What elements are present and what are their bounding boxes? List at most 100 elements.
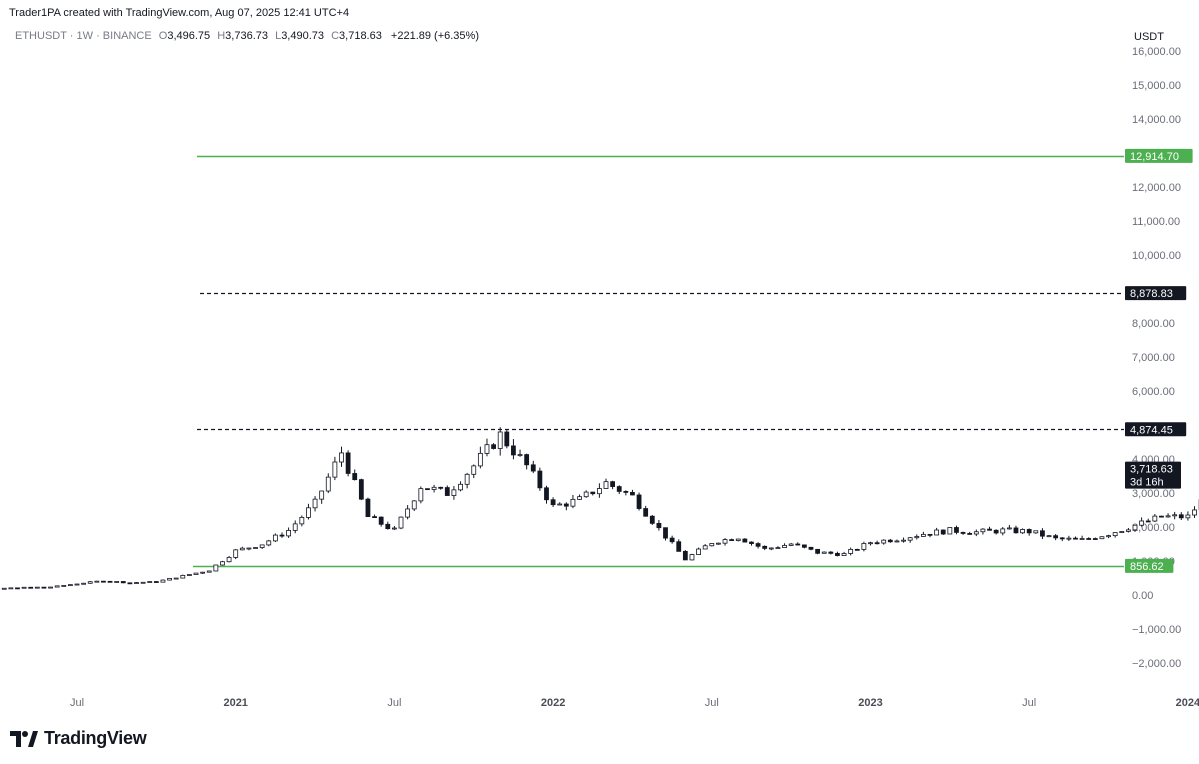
candle-body bbox=[987, 528, 992, 531]
candle-body bbox=[1, 587, 7, 590]
candle-body bbox=[1172, 514, 1178, 517]
y-tick-label: −1,000.00 bbox=[1132, 624, 1181, 636]
candle-body bbox=[874, 542, 880, 545]
x-axis[interactable]: Jul2021Jul2022Jul2023Jul2024Jul2025Jul20… bbox=[70, 697, 1199, 709]
y-axis[interactable]: 16,000.00 15,000.00 14,000.00 12,000.00 11,0… bbox=[1132, 46, 1181, 670]
candle-body bbox=[239, 547, 245, 551]
candle-body bbox=[1178, 514, 1184, 519]
candle-body bbox=[702, 545, 708, 550]
candle-body bbox=[868, 542, 873, 545]
candle-body bbox=[101, 580, 106, 583]
candle-body bbox=[279, 534, 285, 537]
candle-body bbox=[266, 540, 272, 546]
candle-body bbox=[391, 527, 397, 530]
candle-body bbox=[716, 542, 721, 545]
candle-body bbox=[947, 527, 953, 535]
candle-body bbox=[960, 532, 966, 534]
candle-body bbox=[253, 547, 258, 549]
candle-body bbox=[213, 564, 219, 572]
y-tick-label: 11,000.00 bbox=[1132, 216, 1180, 228]
candle-body bbox=[246, 547, 252, 550]
candle-body bbox=[801, 544, 807, 548]
price-level-badge bbox=[1125, 422, 1187, 437]
high-key: H bbox=[217, 30, 226, 42]
candle-body bbox=[828, 551, 834, 554]
candle-body bbox=[583, 491, 589, 498]
candle-body bbox=[484, 444, 490, 454]
candle-body bbox=[405, 508, 411, 518]
candle-body bbox=[153, 581, 159, 583]
tradingview-brand[interactable]: TradingView bbox=[10, 728, 147, 749]
candle-body bbox=[927, 533, 933, 536]
y-tick-label: 12,000.00 bbox=[1132, 182, 1181, 194]
candle-body bbox=[107, 580, 113, 583]
price-labels: 12,914.708,878.834,874.45856.623,718.633… bbox=[1125, 148, 1193, 573]
y-tick-label: 0.00 bbox=[1132, 590, 1153, 602]
candle-body bbox=[1013, 527, 1019, 534]
candle-body bbox=[200, 571, 206, 574]
ohlc-legend: ETHUSDT · 1W · BINANCE O3,496.75 H3,736.… bbox=[15, 30, 479, 42]
candle-body bbox=[1020, 529, 1025, 534]
open-key: O bbox=[158, 30, 168, 42]
candle-body bbox=[332, 461, 338, 478]
candle-body bbox=[636, 494, 642, 509]
candle-body bbox=[914, 536, 920, 539]
candle-body bbox=[881, 539, 887, 544]
candle-body bbox=[187, 574, 192, 576]
last-price-badge bbox=[1125, 461, 1181, 489]
candle-body bbox=[21, 586, 27, 589]
candle-body bbox=[682, 550, 688, 561]
candle-body bbox=[696, 548, 701, 555]
candle-body bbox=[1046, 535, 1052, 538]
candle-body bbox=[233, 549, 239, 558]
candle-body bbox=[1000, 528, 1006, 534]
candle-body bbox=[762, 545, 768, 549]
candle-body bbox=[570, 498, 576, 507]
currency-unit[interactable]: USDT bbox=[1134, 31, 1164, 43]
candle-body bbox=[15, 587, 20, 590]
candle-body bbox=[339, 452, 344, 463]
candle-body bbox=[722, 539, 728, 544]
candle-body bbox=[530, 464, 536, 472]
candle-body bbox=[1119, 531, 1125, 533]
candle-body bbox=[1033, 530, 1039, 534]
candle-body bbox=[630, 491, 635, 496]
candle-body bbox=[1053, 535, 1059, 539]
low-key: L bbox=[275, 30, 282, 42]
candle-body bbox=[180, 574, 186, 579]
candle-body bbox=[28, 586, 34, 589]
candle-body bbox=[259, 544, 265, 548]
candle-body bbox=[272, 534, 278, 542]
candle-body bbox=[511, 445, 516, 456]
candle-body bbox=[524, 454, 530, 466]
candle-body bbox=[140, 581, 146, 584]
candle-body bbox=[590, 491, 596, 495]
candle-body bbox=[755, 543, 761, 547]
price-chart[interactable]: 16,000.00 15,000.00 14,000.00 12,000.00 11,0… bbox=[0, 0, 1199, 720]
candle-body bbox=[358, 479, 364, 500]
x-tick-label: 2023 bbox=[858, 697, 882, 709]
candle-body bbox=[603, 481, 609, 489]
candle-body bbox=[1192, 509, 1197, 516]
price-levels bbox=[193, 155, 1124, 568]
x-tick-label: 2021 bbox=[223, 697, 247, 709]
candle-body bbox=[438, 486, 444, 489]
candle-body bbox=[861, 543, 867, 550]
candle-body bbox=[980, 528, 986, 533]
candle-body bbox=[444, 487, 450, 496]
candle-body bbox=[649, 515, 655, 524]
candle-body bbox=[61, 584, 67, 587]
candle-body bbox=[1145, 520, 1151, 523]
candle-body bbox=[735, 538, 741, 541]
candle-body bbox=[1073, 537, 1078, 540]
candle-body bbox=[577, 496, 582, 500]
candle-body bbox=[1079, 538, 1085, 540]
candle-body bbox=[934, 529, 940, 536]
candle-body bbox=[768, 547, 774, 550]
last-price-label: 3,718.63 bbox=[1130, 464, 1173, 476]
candle-body bbox=[1112, 532, 1118, 537]
candle-body bbox=[921, 533, 926, 537]
price-level-badge bbox=[1125, 286, 1187, 301]
candle-body bbox=[292, 523, 298, 531]
symbol-label[interactable]: ETHUSDT · 1W · BINANCE bbox=[15, 30, 152, 42]
